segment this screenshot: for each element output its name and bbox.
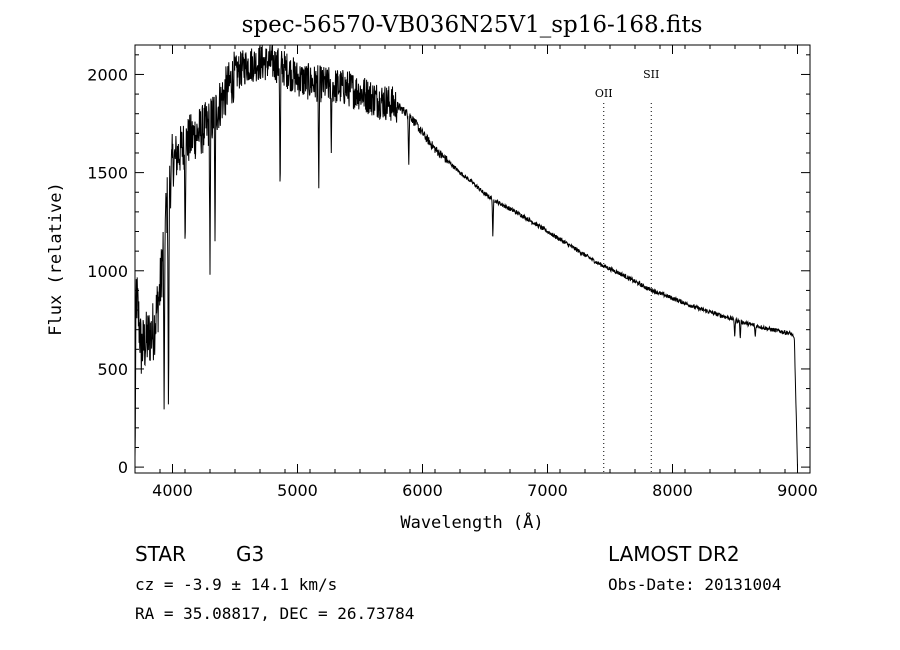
x-axis: 4000 5000 6000 7000 8000 9000 <box>134 45 818 500</box>
y-axis: 0 500 1000 1500 2000 <box>87 54 810 477</box>
redshift-text: cz = -3.9 ± 14.1 km/s <box>135 575 337 594</box>
y-tick-label: 1500 <box>87 164 128 183</box>
survey-label: LAMOST DR2 <box>608 542 740 566</box>
object-subclass: G3 <box>236 542 264 566</box>
x-axis-label: Wavelength (Å) <box>400 511 543 533</box>
y-axis-label: Flux (relative) <box>46 182 66 336</box>
x-tick-label: 7000 <box>527 481 568 500</box>
obs-date-text: Obs-Date: 20131004 <box>608 575 781 594</box>
y-tick-label: 500 <box>97 360 128 379</box>
y-tick-label: 2000 <box>87 65 128 84</box>
line-annotations: OII SII <box>595 68 659 473</box>
object-class: STAR <box>135 542 186 566</box>
y-tick-label: 1000 <box>87 262 128 281</box>
chart-title: spec-56570-VB036N25V1_sp16-168.fits <box>242 12 703 38</box>
spectrum-line <box>134 44 798 468</box>
coordinates-text: RA = 35.08817, DEC = 26.73784 <box>135 604 414 623</box>
x-tick-label: 6000 <box>402 481 443 500</box>
x-tick-label: 9000 <box>777 481 818 500</box>
annotation-label: SII <box>643 68 659 81</box>
annotation-label: OII <box>595 87 613 100</box>
y-tick-label: 0 <box>118 458 128 477</box>
x-tick-label: 4000 <box>152 481 193 500</box>
x-tick-label: 5000 <box>277 481 318 500</box>
x-tick-label: 8000 <box>652 481 693 500</box>
plot-frame <box>134 44 811 474</box>
